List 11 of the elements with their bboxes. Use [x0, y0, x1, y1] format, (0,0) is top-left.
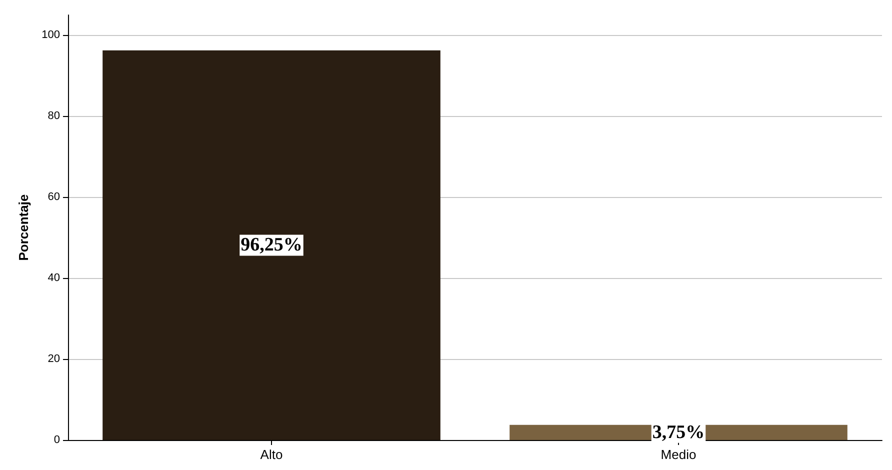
y-axis-title: Porcentaje: [16, 194, 31, 261]
y-tick-label: 60: [48, 191, 60, 204]
y-tick-label: 100: [42, 29, 60, 42]
y-tick-label: 0: [54, 434, 60, 446]
y-tick-label: 80: [48, 110, 60, 122]
x-tick-label: Medio: [660, 447, 696, 462]
x-tick-label: Alto: [260, 447, 283, 462]
data-label: 96,25%: [240, 234, 302, 256]
y-tick-label: 40: [48, 272, 60, 284]
y-tick-label: 20: [48, 353, 60, 366]
data-label: 3,75%: [652, 422, 705, 443]
